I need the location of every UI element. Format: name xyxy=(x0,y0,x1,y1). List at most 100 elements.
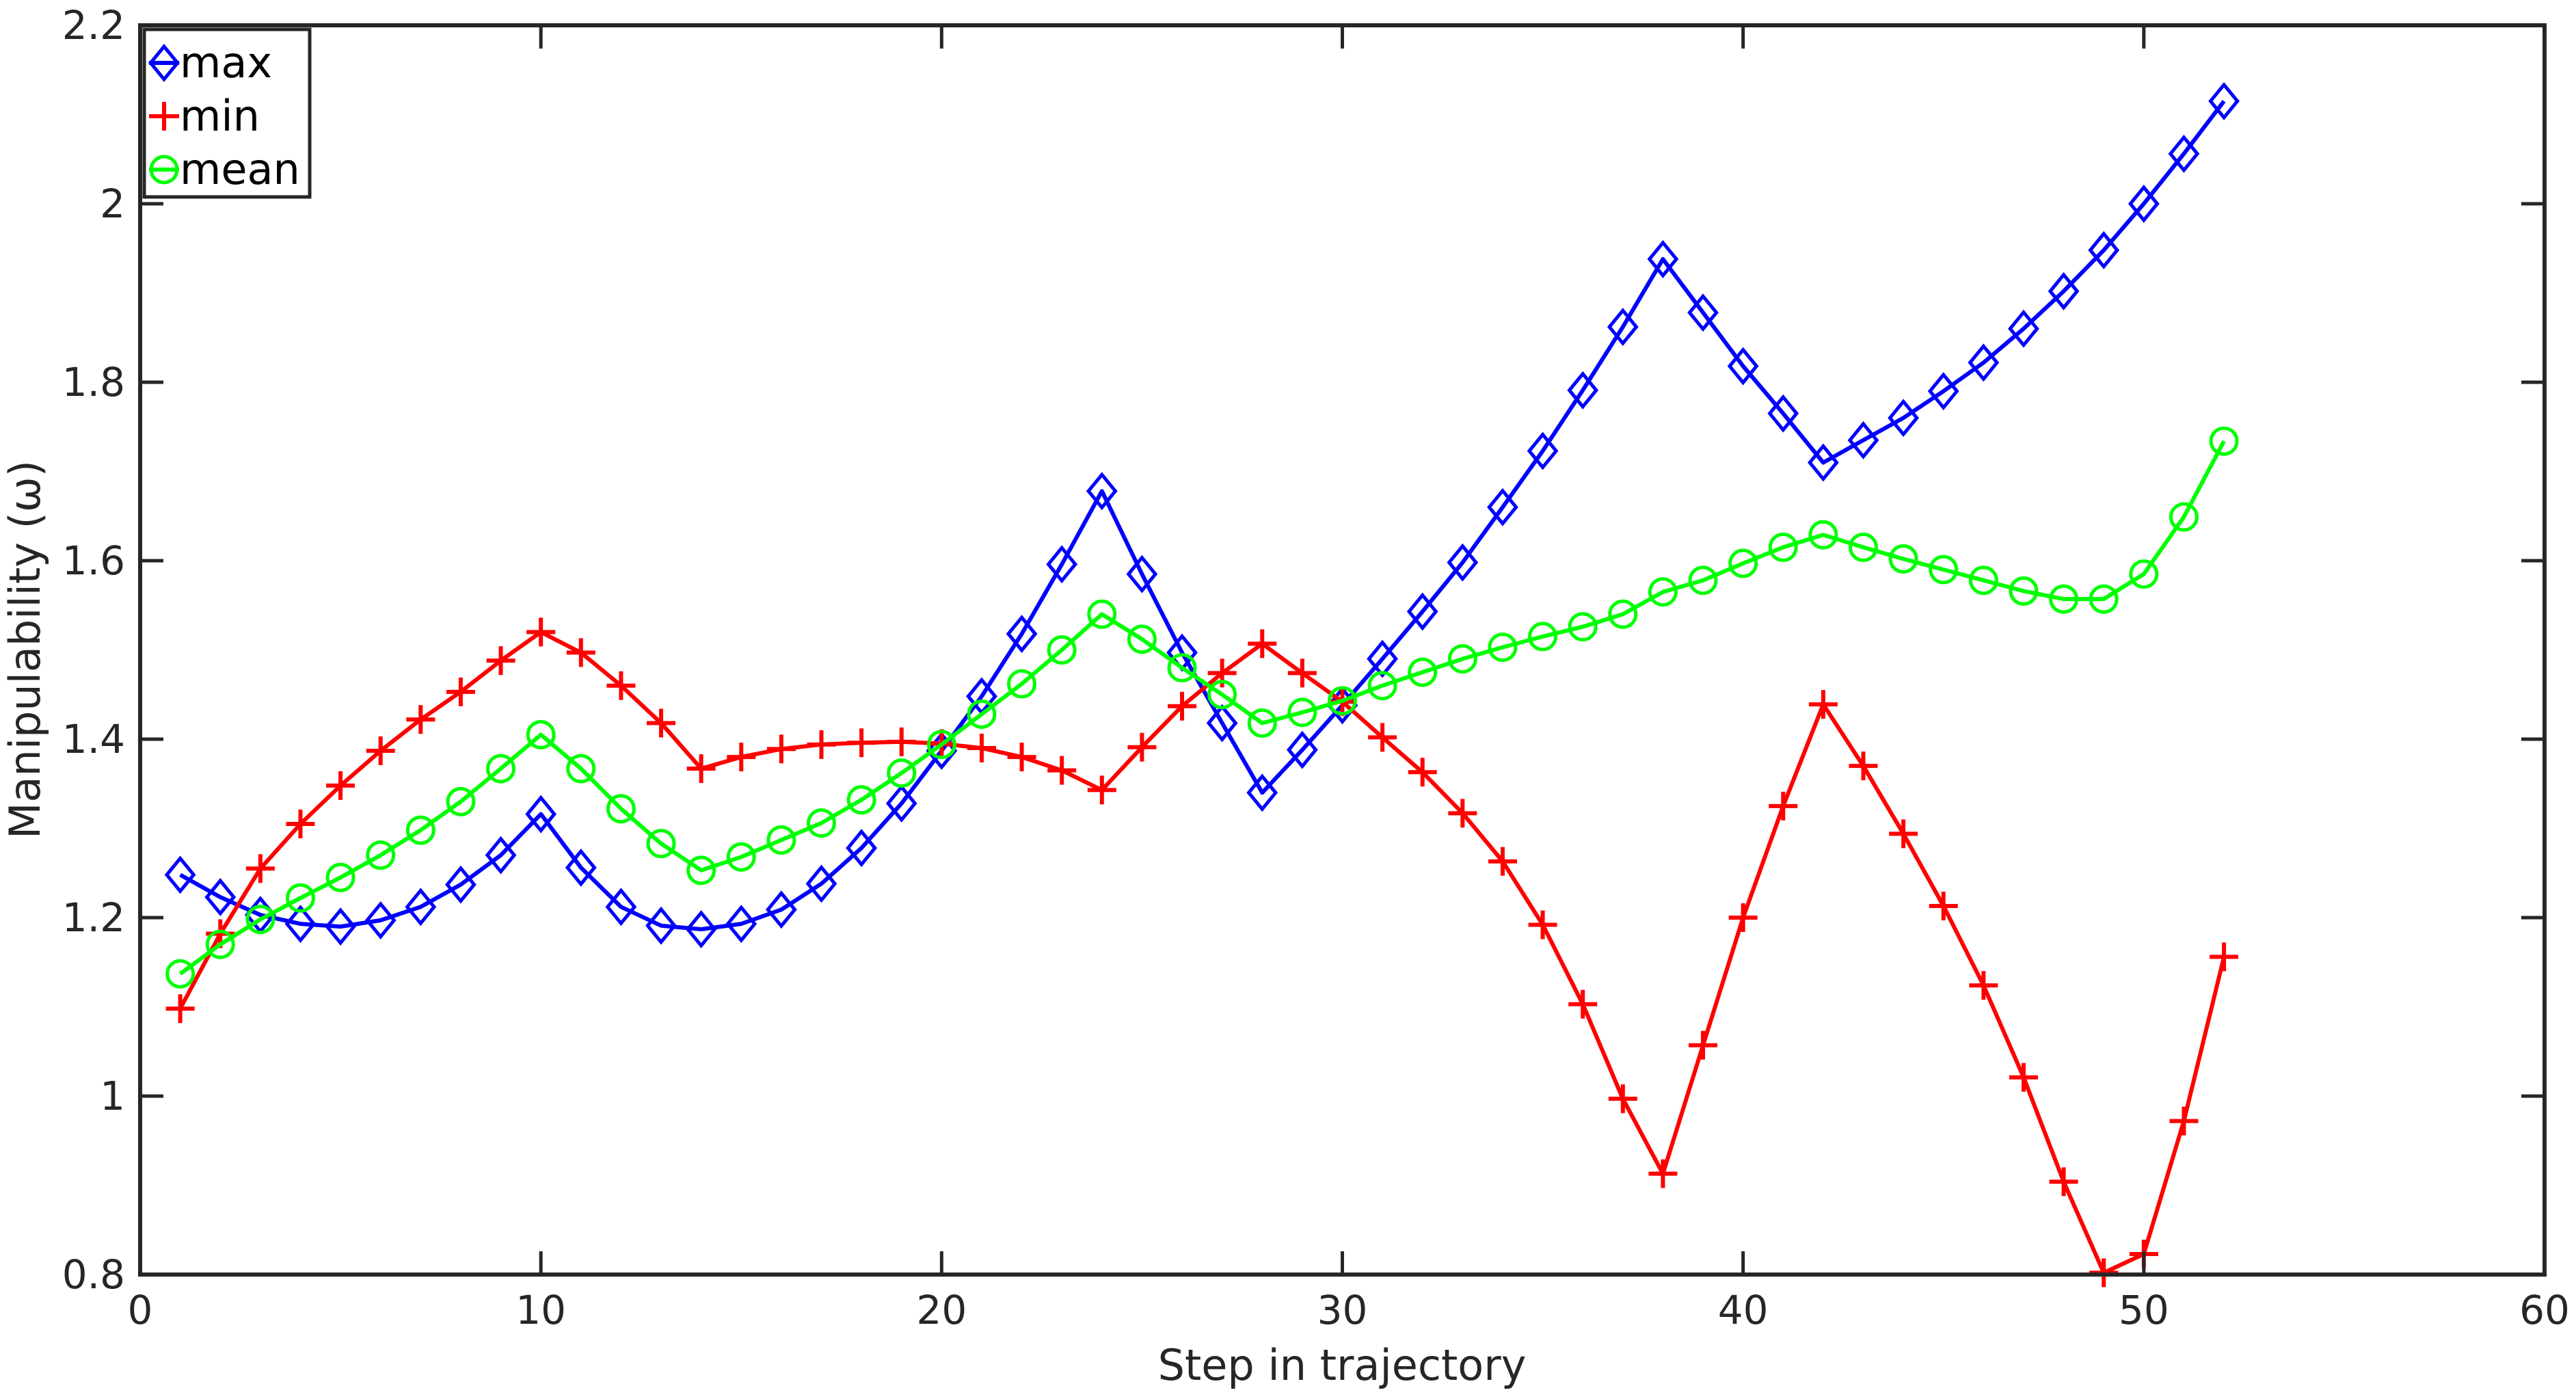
data-point-min xyxy=(1168,691,1197,721)
data-point-max xyxy=(1647,239,1679,278)
data-point-min xyxy=(526,617,556,647)
data-point-min xyxy=(165,994,195,1024)
data-point-mean xyxy=(1888,544,1918,574)
data-point-max xyxy=(485,836,517,875)
data-point-max xyxy=(805,864,837,903)
data-point-mean xyxy=(2089,584,2119,614)
data-point-min xyxy=(406,705,435,734)
y-tick-label: 1.2 xyxy=(62,894,125,941)
y-tick-label: 1 xyxy=(100,1073,125,1119)
legend-label: mean xyxy=(180,144,300,194)
y-tick-label: 2 xyxy=(100,181,125,227)
data-point-max xyxy=(1487,488,1518,527)
legend-marker-min xyxy=(150,102,178,131)
data-point-max xyxy=(1206,704,1238,743)
data-point-min xyxy=(1528,910,1557,940)
data-point-mean xyxy=(887,758,917,788)
data-point-max xyxy=(204,878,237,916)
data-point-mean xyxy=(245,905,276,935)
data-point-max xyxy=(164,855,196,894)
data-point-max xyxy=(885,784,917,823)
data-point-min xyxy=(1969,971,1998,1000)
data-point-max xyxy=(1567,371,1599,410)
data-point-max xyxy=(1968,343,2000,382)
data-point-max xyxy=(1527,431,1559,470)
data-point-mean xyxy=(366,840,396,870)
data-point-mean xyxy=(1328,686,1357,716)
data-point-mean xyxy=(1688,565,1718,596)
data-point-max xyxy=(525,795,557,834)
legend-label: min xyxy=(180,91,260,141)
data-point-mean xyxy=(1768,532,1798,562)
data-point-mean xyxy=(606,794,636,824)
data-point-max xyxy=(1888,399,1920,438)
data-point-min xyxy=(1287,658,1317,688)
data-point-max xyxy=(2088,230,2120,269)
legend-item-max: max xyxy=(148,38,272,88)
data-point-mean xyxy=(1247,708,1277,738)
data-point-min xyxy=(1728,903,1758,932)
data-point-mean xyxy=(646,829,676,859)
data-point-max xyxy=(1767,394,1799,433)
data-point-min xyxy=(1248,629,1277,658)
data-point-mean xyxy=(1488,632,1518,663)
data-point-max xyxy=(1607,308,1639,347)
data-point-max xyxy=(846,829,878,868)
data-point-min xyxy=(807,730,836,759)
series-line-mean xyxy=(178,440,2226,976)
data-point-max xyxy=(284,905,317,944)
data-point-min xyxy=(847,728,876,758)
data-point-mean xyxy=(2169,502,2199,532)
data-point-min xyxy=(2049,1167,2078,1197)
data-point-mean xyxy=(1808,520,1838,550)
data-point-min xyxy=(326,771,355,800)
data-point-min xyxy=(1849,751,1878,781)
data-point-min xyxy=(1488,847,1517,876)
data-point-min xyxy=(1689,1030,1718,1060)
data-point-mean xyxy=(486,754,516,784)
data-point-mean xyxy=(1408,657,1438,687)
data-point-max xyxy=(364,901,397,940)
x-tick-label: 50 xyxy=(2119,1287,2169,1333)
y-tick-label: 2.2 xyxy=(62,2,125,49)
data-point-min xyxy=(2009,1063,2038,1092)
y-tick-label: 0.8 xyxy=(62,1251,125,1298)
data-point-max xyxy=(1286,730,1318,769)
data-point-mean xyxy=(1127,624,1157,654)
data-point-min xyxy=(1648,1159,1678,1188)
data-point-min xyxy=(1087,775,1116,805)
data-point-min xyxy=(566,638,595,667)
data-point-min xyxy=(245,854,275,883)
data-point-mean xyxy=(967,699,997,729)
data-point-mean xyxy=(2129,559,2159,589)
data-point-mean xyxy=(1608,599,1638,629)
data-point-mean xyxy=(926,730,956,760)
data-point-min xyxy=(366,736,395,765)
data-point-min xyxy=(1368,723,1397,752)
data-point-mean xyxy=(1287,697,1317,728)
data-point-min xyxy=(446,677,475,706)
tick-layer: 0 10 20 30 40 50 60 0.8 1 1.2 1.4 1.6 1.8 2 2.2 xyxy=(62,2,2570,1333)
data-point-max xyxy=(605,888,637,927)
x-tick-label: 40 xyxy=(1718,1287,1769,1333)
data-point-mean xyxy=(1047,635,1077,665)
data-point-mean xyxy=(726,842,756,872)
x-tick-label: 10 xyxy=(515,1287,566,1333)
data-point-min xyxy=(1769,791,1798,821)
data-point-mean xyxy=(325,862,355,892)
legend-item-mean: mean xyxy=(149,144,300,194)
data-point-max xyxy=(1727,347,1759,386)
x-tick-label: 20 xyxy=(916,1287,967,1333)
legend-marker-mean xyxy=(149,155,179,185)
data-point-max xyxy=(2208,81,2240,120)
data-point-min xyxy=(1007,743,1036,772)
data-point-min xyxy=(1889,819,1918,849)
data-point-min xyxy=(647,708,676,738)
y-tick-label: 1.6 xyxy=(62,537,125,584)
data-point-max xyxy=(1126,555,1158,594)
x-tick-label: 30 xyxy=(1317,1287,1368,1333)
data-point-mean xyxy=(205,929,235,959)
data-point-mean xyxy=(566,754,596,784)
data-point-max xyxy=(1006,615,1038,653)
